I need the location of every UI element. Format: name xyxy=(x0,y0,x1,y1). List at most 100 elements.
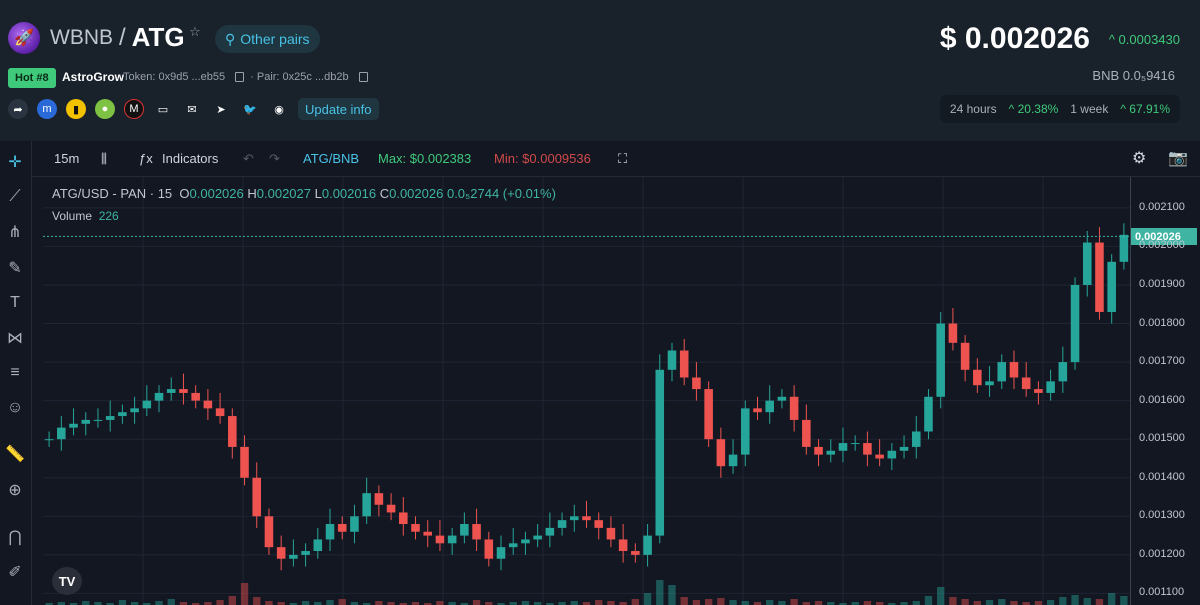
brush-icon[interactable]: ✎ xyxy=(8,260,22,277)
candle-body xyxy=(789,396,799,420)
tradingview-logo[interactable]: TV xyxy=(52,567,82,595)
candle-body xyxy=(362,493,371,517)
candle-body xyxy=(105,416,115,420)
social-links: ➦ m ▮ ● M ▭ ✉ ➤ 🐦 ◉ Update info xyxy=(8,98,379,120)
volume-bar xyxy=(1071,595,1079,605)
candle-body xyxy=(899,446,909,451)
crosshair-icon[interactable]: ✛ xyxy=(8,154,22,171)
base-symbol: WBNB xyxy=(50,25,113,49)
candle-body xyxy=(985,381,994,386)
volume-bar xyxy=(1108,593,1116,605)
candle-body xyxy=(679,350,689,378)
candle-body xyxy=(1119,234,1129,262)
volume-bar xyxy=(582,602,591,605)
volume-bar xyxy=(973,601,981,605)
max-price: Max: $0.002383 xyxy=(378,151,472,166)
volume-bar xyxy=(607,601,615,605)
price-axis[interactable]: 0.002026 0.002100 0.002000 0.001900 0.00180… xyxy=(1130,177,1200,605)
share-icon[interactable]: ➦ xyxy=(8,99,28,119)
prediction-icon[interactable]: ≡ xyxy=(10,364,20,381)
candle-body xyxy=(337,524,347,532)
volume-bar xyxy=(753,602,762,605)
candle-body xyxy=(411,524,420,532)
open-label: O xyxy=(179,186,190,201)
update-info-button[interactable]: Update info xyxy=(298,98,379,120)
candle-body xyxy=(93,419,103,421)
other-pairs-button[interactable]: ⚲ Other pairs xyxy=(215,25,320,53)
website-icon[interactable]: ▭ xyxy=(157,103,169,116)
candle-body xyxy=(472,524,481,540)
volume-bar xyxy=(143,603,151,605)
telegram-icon[interactable]: ➤ xyxy=(216,103,226,116)
candle-body xyxy=(301,551,310,555)
pattern-icon[interactable]: ⋈ xyxy=(7,330,23,347)
camera-icon[interactable]: 📷 xyxy=(1168,150,1188,167)
perf-24h-label: 24 hours xyxy=(949,102,997,116)
candle-body xyxy=(618,539,628,552)
hot-badge[interactable]: Hot #8 xyxy=(8,68,56,88)
emoji-icon[interactable]: ☺ xyxy=(6,399,24,416)
zoom-icon[interactable]: ⊕ xyxy=(8,482,22,499)
candle-body xyxy=(582,516,591,521)
settings-gear-icon[interactable]: ⚙ xyxy=(1132,150,1147,167)
copy-token-icon[interactable] xyxy=(235,72,245,82)
redo-icon[interactable]: ↷ xyxy=(269,151,280,166)
candle-body xyxy=(435,535,445,544)
copy-pair-icon[interactable] xyxy=(358,72,368,82)
fx-icon[interactable]: ƒx xyxy=(139,151,153,166)
price-tick: 0.001500 xyxy=(1139,432,1185,445)
candle-style-icon[interactable]: ⫼ xyxy=(101,151,107,166)
candle-body xyxy=(154,392,164,401)
volume-bar xyxy=(790,599,798,605)
volume-bar xyxy=(766,600,774,605)
close-label: C xyxy=(379,186,390,201)
volume-bar xyxy=(1046,600,1055,605)
token-logo: 🚀 xyxy=(8,22,40,54)
volume-bar xyxy=(875,602,884,605)
lock-draw-icon[interactable]: ✐ xyxy=(8,564,22,581)
volume-bar xyxy=(741,601,749,605)
symbol-button[interactable]: ATG/BNB xyxy=(303,151,360,166)
price-chart[interactable] xyxy=(43,177,1130,605)
candle-body xyxy=(1058,362,1068,382)
candle-body xyxy=(1082,242,1092,285)
candle-body xyxy=(973,369,982,386)
coingecko-icon[interactable]: ● xyxy=(95,99,115,119)
volume-bar xyxy=(57,602,65,605)
candle-body xyxy=(741,408,750,455)
volume-bar xyxy=(998,599,1006,605)
magnet-icon[interactable]: ⋂ xyxy=(8,529,22,546)
volume-bar xyxy=(521,601,530,605)
candle-body xyxy=(447,535,457,544)
discord-icon[interactable]: ◉ xyxy=(274,103,284,116)
pitchfork-icon[interactable]: ⋔ xyxy=(8,224,22,241)
volume-bar xyxy=(155,601,163,605)
indicators-button[interactable]: Indicators xyxy=(162,151,219,166)
volume-bar xyxy=(1083,598,1091,605)
favorite-star-icon[interactable]: ☆ xyxy=(189,24,201,39)
volume-bar xyxy=(827,602,835,605)
twitter-icon[interactable]: 🐦 xyxy=(243,103,257,116)
candle-body xyxy=(276,547,286,559)
undo-icon[interactable]: ↶ xyxy=(243,151,254,166)
price-tick: 0.002100 xyxy=(1139,200,1185,213)
trendline-icon[interactable]: ⟋ xyxy=(9,188,21,205)
low-value: 0.002016 xyxy=(321,186,377,201)
candle-body xyxy=(203,400,213,409)
volume-legend: Volume 226 xyxy=(52,209,119,223)
candle-body xyxy=(142,400,152,409)
ruler-icon[interactable]: 📏 xyxy=(5,446,25,463)
fullscreen-icon[interactable]: ⛶ xyxy=(618,151,628,166)
volume-bar xyxy=(387,602,395,605)
email-icon[interactable]: ✉ xyxy=(187,103,197,116)
candle-body xyxy=(1070,284,1080,363)
volume-bar xyxy=(546,603,554,605)
token-site-icon[interactable]: M xyxy=(124,99,144,119)
interval-button[interactable]: 15m xyxy=(54,151,80,166)
volume-bar xyxy=(570,601,578,605)
coinmarketcap-icon[interactable]: m xyxy=(37,99,57,119)
candle-body xyxy=(606,527,616,540)
chart-icon[interactable]: ▮ xyxy=(66,99,86,119)
text-tool-icon[interactable]: T xyxy=(10,294,20,311)
candle-body xyxy=(191,392,200,401)
